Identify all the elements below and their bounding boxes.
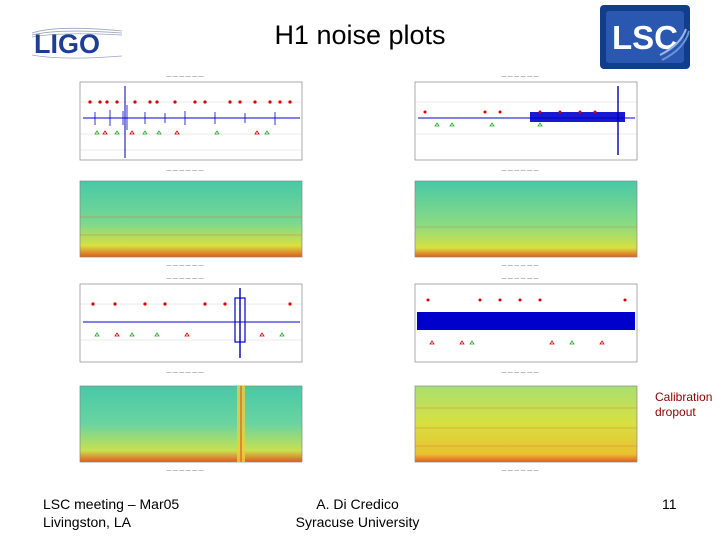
note-line-2: dropout (655, 405, 696, 419)
footer-location: Livingston, LA (43, 514, 131, 530)
svg-text:— — — — — —: — — — — — — (502, 370, 539, 376)
svg-text:— — — — — —: — — — — — — (167, 276, 204, 282)
footer-author: A. Di Credico (316, 496, 399, 512)
calibration-dropout-note: Calibration dropout (655, 390, 712, 420)
svg-text:— — — — — —: — — — — — — (502, 74, 539, 80)
spectrogram-plot-4: — — — — — — (390, 380, 645, 480)
footer-affiliation: Syracuse University (295, 514, 420, 530)
svg-text:LSC: LSC (612, 19, 678, 56)
svg-text:— — — — — —: — — — — — — (502, 468, 539, 474)
svg-text:— — — — — —: — — — — — — (167, 370, 204, 376)
footer-center: A. Di Credico Syracuse University (250, 495, 465, 531)
timeseries-plot-3: — — — — — — — — — — — — (55, 272, 310, 382)
lsc-logo: LSC (600, 5, 690, 74)
spectrogram-plot-1: — — — — — — (55, 175, 310, 275)
timeseries-plot-2: — — — — — — — — — — — — (390, 70, 645, 180)
page-number: 11 (662, 496, 677, 512)
svg-text:— — — — — —: — — — — — — (167, 74, 204, 80)
svg-text:— — — — — —: — — — — — — (502, 276, 539, 282)
spectrogram-plot-2: — — — — — — (390, 175, 645, 275)
svg-text:LIGO: LIGO (34, 29, 100, 59)
ligo-logo: LIGO (30, 25, 125, 66)
note-line-1: Calibration (655, 390, 713, 404)
svg-text:— — — — — —: — — — — — — (167, 263, 204, 269)
svg-text:— — — — — —: — — — — — — (502, 263, 539, 269)
slide-title: H1 noise plots (274, 20, 446, 50)
spectrogram-plot-3: — — — — — — (55, 380, 310, 480)
footer-left: LSC meeting – Mar05 Livingston, LA (43, 495, 179, 531)
svg-text:— — — — — —: — — — — — — (167, 468, 204, 474)
timeseries-plot-1: — — — — — — — — — — — — (55, 70, 310, 180)
timeseries-plot-4: — — — — — — — — — — — — (390, 272, 645, 382)
svg-text:— — — — — —: — — — — — — (167, 168, 204, 174)
footer-meeting: LSC meeting – Mar05 (43, 496, 180, 512)
svg-text:— — — — — —: — — — — — — (502, 168, 539, 174)
